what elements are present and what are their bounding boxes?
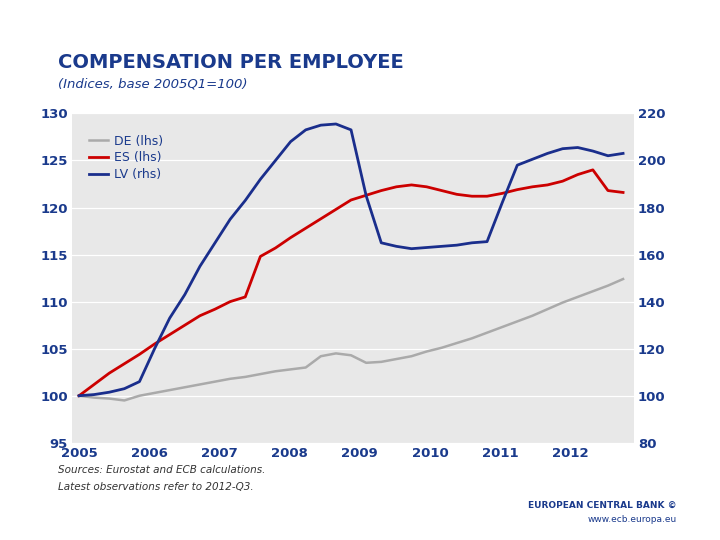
Text: COMPENSATION PER EMPLOYEE: COMPENSATION PER EMPLOYEE (58, 52, 403, 72)
Text: www.ecb.europa.eu: www.ecb.europa.eu (588, 515, 677, 524)
Legend: DE (lhs), ES (lhs), LV (rhs): DE (lhs), ES (lhs), LV (rhs) (84, 130, 168, 186)
Text: EUROPEAN CENTRAL BANK ©: EUROPEAN CENTRAL BANK © (528, 501, 677, 510)
Text: (Indices, base 2005Q1=100): (Indices, base 2005Q1=100) (58, 77, 247, 90)
Text: Sources: Eurostat and ECB calculations.: Sources: Eurostat and ECB calculations. (58, 465, 265, 476)
Text: Latest observations refer to 2012-Q3.: Latest observations refer to 2012-Q3. (58, 482, 253, 492)
